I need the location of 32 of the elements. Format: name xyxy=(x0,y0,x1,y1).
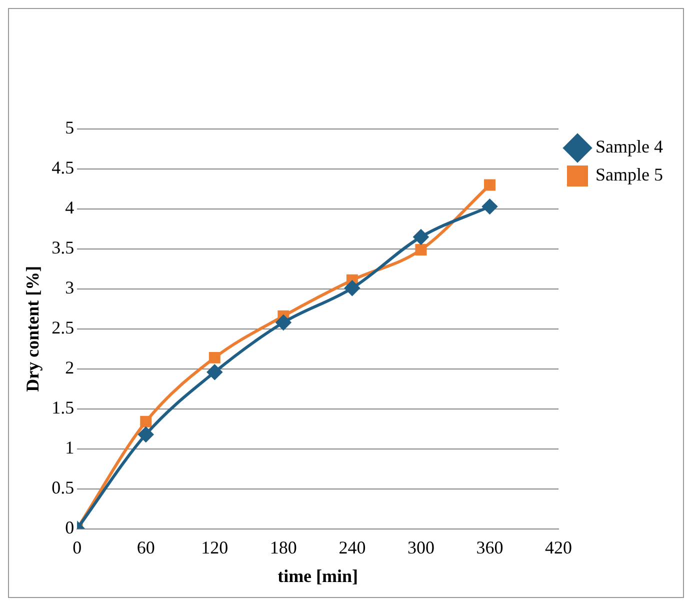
y-tick-label: 4 xyxy=(65,198,74,218)
y-tick-label: 0 xyxy=(65,518,74,538)
x-tick-label: 300 xyxy=(407,537,434,558)
x-tick-label: 180 xyxy=(270,537,297,558)
point xyxy=(208,352,220,364)
y-axis-title: Dry content [%] xyxy=(22,266,42,392)
point xyxy=(484,179,496,191)
point xyxy=(138,426,154,442)
x-tick-label: 240 xyxy=(338,537,366,558)
y-tick-label: 4.5 xyxy=(52,158,74,178)
point xyxy=(207,364,222,380)
y-tick-label: 2.5 xyxy=(52,318,74,338)
y-tick-label: 0.5 xyxy=(52,478,74,498)
x-tick-label: 120 xyxy=(201,537,228,558)
y-tick-label: 3.5 xyxy=(52,238,74,258)
point xyxy=(276,315,291,330)
y-tick-label: 1.5 xyxy=(52,398,74,418)
x-axis-title: time [min] xyxy=(278,566,358,586)
y-tick-label: 5 xyxy=(65,118,74,138)
legend-label: Sample 5 xyxy=(596,164,664,185)
point xyxy=(344,280,360,296)
x-tick-label: 420 xyxy=(545,537,572,558)
y-tick-label: 1 xyxy=(65,438,74,458)
point xyxy=(482,199,498,214)
x-tick-label: 60 xyxy=(136,537,155,558)
legend-label: Sample 4 xyxy=(596,136,664,157)
x-tick-label: 360 xyxy=(476,537,504,558)
y-tick-label: 2 xyxy=(65,358,74,378)
y-tick-label: 3 xyxy=(65,278,74,298)
point xyxy=(413,229,428,244)
point xyxy=(415,244,427,256)
point xyxy=(140,416,152,428)
